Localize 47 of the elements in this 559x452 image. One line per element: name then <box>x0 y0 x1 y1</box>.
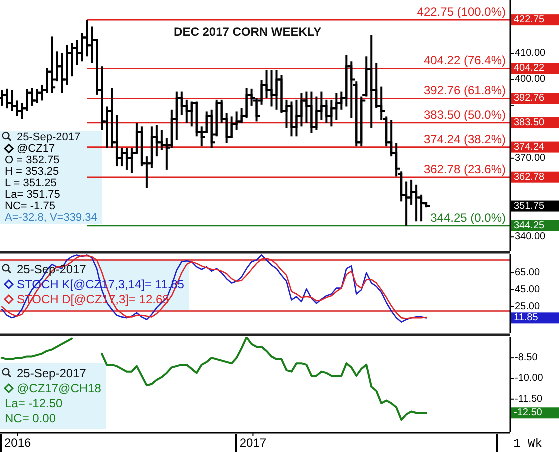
annotation: 362.78 <box>514 172 546 183</box>
annotation: 422.75 <box>514 14 546 26</box>
text: DEC 2017 CORN WEEKLY <box>174 25 322 39</box>
ref-line-label: 422.75 (100.0%) <box>417 5 506 20</box>
ref-line-label: 404.22 (76.4%) <box>424 54 506 68</box>
annotation: NC= -1.75 <box>5 200 56 212</box>
annotation: H = 353.25 <box>5 166 60 178</box>
text: @CZ17 <box>17 142 56 155</box>
y-tick-label: 400.00 <box>515 74 546 86</box>
annotation: La= 351.75 <box>5 188 60 201</box>
y-tick-label: 370.00 <box>515 152 546 164</box>
annotation: 25-Sep-2017 <box>17 366 87 380</box>
x-tick-label: 2017 <box>240 436 267 450</box>
ref-line-label: 392.76 (61.8%) <box>424 84 506 98</box>
ref-line-label: 362.78 (23.6%) <box>424 162 506 176</box>
text: -12.50 <box>514 408 543 419</box>
annotation: L = 351.25 <box>5 177 57 190</box>
candlestick <box>272 69 281 111</box>
annotation: 392.76 <box>514 93 546 104</box>
y-tick-label: 25.00 <box>515 302 540 313</box>
annotation: 344.25 <box>514 220 546 232</box>
y-tick-label: -8.50 <box>515 352 538 364</box>
legend-label: @CZ17@CH18 <box>17 382 102 396</box>
annotation: 374.24 <box>514 142 546 153</box>
annotation: 383.50 <box>514 118 546 129</box>
annotation: A=-32.8, V=339.34 <box>5 212 98 224</box>
ref-line-label: 383.50 (50.0%) <box>424 108 506 122</box>
candlestick <box>148 126 156 170</box>
x-tick-label: 2016 <box>4 436 32 450</box>
annotation: O = 352.75 <box>5 154 60 166</box>
ref-line-label: 374.24 (38.2%) <box>424 132 506 146</box>
candlestick <box>228 116 236 140</box>
y-tick-label: 65.00 <box>515 268 540 279</box>
y-tick-label: -10.00 <box>515 373 544 384</box>
text: 351.75 <box>514 200 546 212</box>
annotation: 25-Sep-2017 <box>17 131 81 144</box>
annotation: 404.22 <box>514 63 546 74</box>
y-tick-label: 340.00 <box>515 232 546 243</box>
annotation: La= -12.50 <box>5 396 64 410</box>
y-tick-label: -11.50 <box>515 394 544 405</box>
x-axis-title: 1 Wk <box>514 437 542 451</box>
ref-line-label: 344.25 (0.0%) <box>430 210 506 225</box>
annotation: NC= 0.00 <box>5 412 56 426</box>
y-tick-label: 45.00 <box>515 284 540 296</box>
text: 11.85 <box>514 312 539 324</box>
y-tick-label: 410.00 <box>515 48 546 60</box>
candlestick <box>362 56 371 98</box>
